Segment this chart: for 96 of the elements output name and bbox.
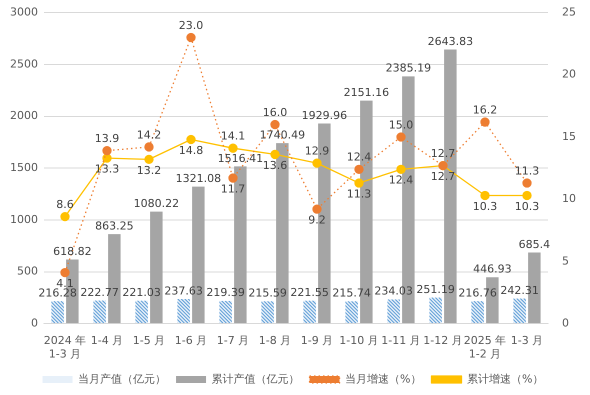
data-label: 222.77 — [80, 286, 119, 299]
point — [396, 132, 406, 142]
data-label: 13.2 — [136, 164, 162, 177]
data-label: 15.0 — [388, 118, 414, 132]
point — [60, 268, 70, 278]
data-label: 1929.96 — [302, 108, 348, 122]
data-label: 9.2 — [308, 214, 326, 227]
x-tick-label: 1-7 月 — [216, 334, 250, 348]
data-label: 2385.19 — [386, 62, 432, 75]
data-label: 10.3 — [472, 200, 498, 213]
data-label: 221.55 — [290, 286, 329, 299]
point — [270, 150, 280, 160]
x-tick-label: 2025 年 1-2 月 — [464, 334, 506, 360]
x-tick-label: 1-6 月 — [174, 334, 208, 348]
point — [144, 142, 154, 152]
point — [354, 164, 364, 174]
point — [144, 154, 154, 164]
data-label: 215.59 — [248, 286, 287, 300]
data-label: 234.03 — [374, 284, 413, 298]
data-label: 12.7 — [430, 170, 456, 183]
data-label: 16.2 — [472, 103, 498, 116]
legend-label: 当月产值（亿元） — [78, 372, 166, 386]
point — [270, 120, 280, 130]
point — [480, 117, 490, 127]
x-tick-label: 1-3 月 — [510, 334, 544, 348]
point — [354, 178, 364, 188]
x-tick-label: 2024 年 1-3 月 — [44, 334, 86, 360]
y2-tick-label: 0 — [562, 316, 570, 330]
data-label: 16.0 — [262, 106, 288, 119]
data-label: 12.4 — [388, 174, 414, 187]
data-label: 685.4 — [518, 238, 550, 251]
data-label: 618.82 — [53, 244, 92, 258]
point — [480, 190, 490, 200]
data-label: 11.7 — [220, 182, 246, 196]
y2-tick-label: 15 — [562, 130, 576, 143]
point — [228, 144, 238, 153]
data-label: 13.6 — [262, 158, 288, 172]
data-label: 2643.83 — [428, 34, 474, 48]
data-label: 242.31 — [500, 284, 539, 297]
point — [60, 212, 70, 222]
data-label: 12.7 — [430, 146, 456, 160]
data-label: 8.6 — [56, 198, 74, 211]
x-tick-label: 1-11 月 — [381, 334, 421, 348]
y-tick-label: 1000 — [10, 212, 38, 226]
data-label: 446.93 — [473, 262, 512, 276]
data-label: 14.8 — [178, 144, 204, 157]
point — [102, 146, 112, 156]
data-label: 13.9 — [94, 132, 120, 146]
data-label: 216.76 — [458, 286, 497, 300]
data-label: 11.3 — [346, 187, 372, 200]
point — [522, 190, 532, 200]
x-tick-label: 1-12 月 — [423, 334, 463, 348]
y-tick-label: 2500 — [10, 57, 38, 70]
x-tick-label: 1-10 月 — [339, 334, 379, 348]
data-label: 14.2 — [136, 128, 162, 142]
data-label: 1516.41 — [218, 152, 264, 165]
y-tick-label: 500 — [16, 264, 38, 278]
y-tick-label: 1500 — [10, 160, 38, 174]
data-label: 221.03 — [122, 286, 161, 300]
data-label: 237.63 — [164, 284, 203, 298]
data-label: 251.19 — [416, 282, 455, 296]
data-label: 1321.08 — [176, 172, 222, 186]
legend-label: 累计产值（亿元） — [212, 372, 300, 386]
point — [228, 173, 238, 183]
data-label: 12.9 — [304, 144, 330, 158]
y2-tick-label: 20 — [562, 68, 576, 81]
y2-tick-label: 25 — [562, 5, 576, 18]
x-tick-label: 1-4 月 — [90, 334, 124, 348]
data-label: 14.1 — [220, 130, 246, 143]
point — [186, 134, 196, 144]
data-label: 215.74 — [332, 286, 371, 300]
point — [312, 158, 322, 168]
data-label: 219.39 — [206, 286, 245, 300]
y2-tick-label: 5 — [562, 254, 570, 268]
data-label: 11.3 — [514, 164, 540, 178]
y-tick-label: 3000 — [10, 5, 38, 18]
legend-label: 当月增速（%） — [345, 372, 422, 386]
point — [522, 178, 532, 188]
y-tick-label: 2000 — [10, 109, 38, 122]
x-tick-label: 1-8 月 — [258, 334, 292, 348]
data-label: 23.0 — [178, 18, 204, 32]
x-tick-label: 1-5 月 — [132, 334, 166, 348]
data-label: 10.3 — [514, 200, 540, 213]
y-tick-label: 0 — [30, 316, 38, 330]
data-label: 1080.22 — [134, 196, 180, 210]
legend-label: 累计增速（%） — [467, 372, 544, 386]
data-label: 1740.49 — [260, 128, 306, 142]
x-tick-label: 1-9 月 — [300, 334, 334, 348]
data-label: 216.28 — [38, 286, 77, 300]
data-label: 863.25 — [95, 219, 134, 232]
data-label: 2151.16 — [344, 86, 390, 99]
y2-tick-label: 10 — [562, 192, 576, 206]
data-label: 12.4 — [346, 150, 372, 164]
point — [186, 32, 196, 42]
point — [396, 164, 406, 174]
point — [312, 204, 322, 214]
